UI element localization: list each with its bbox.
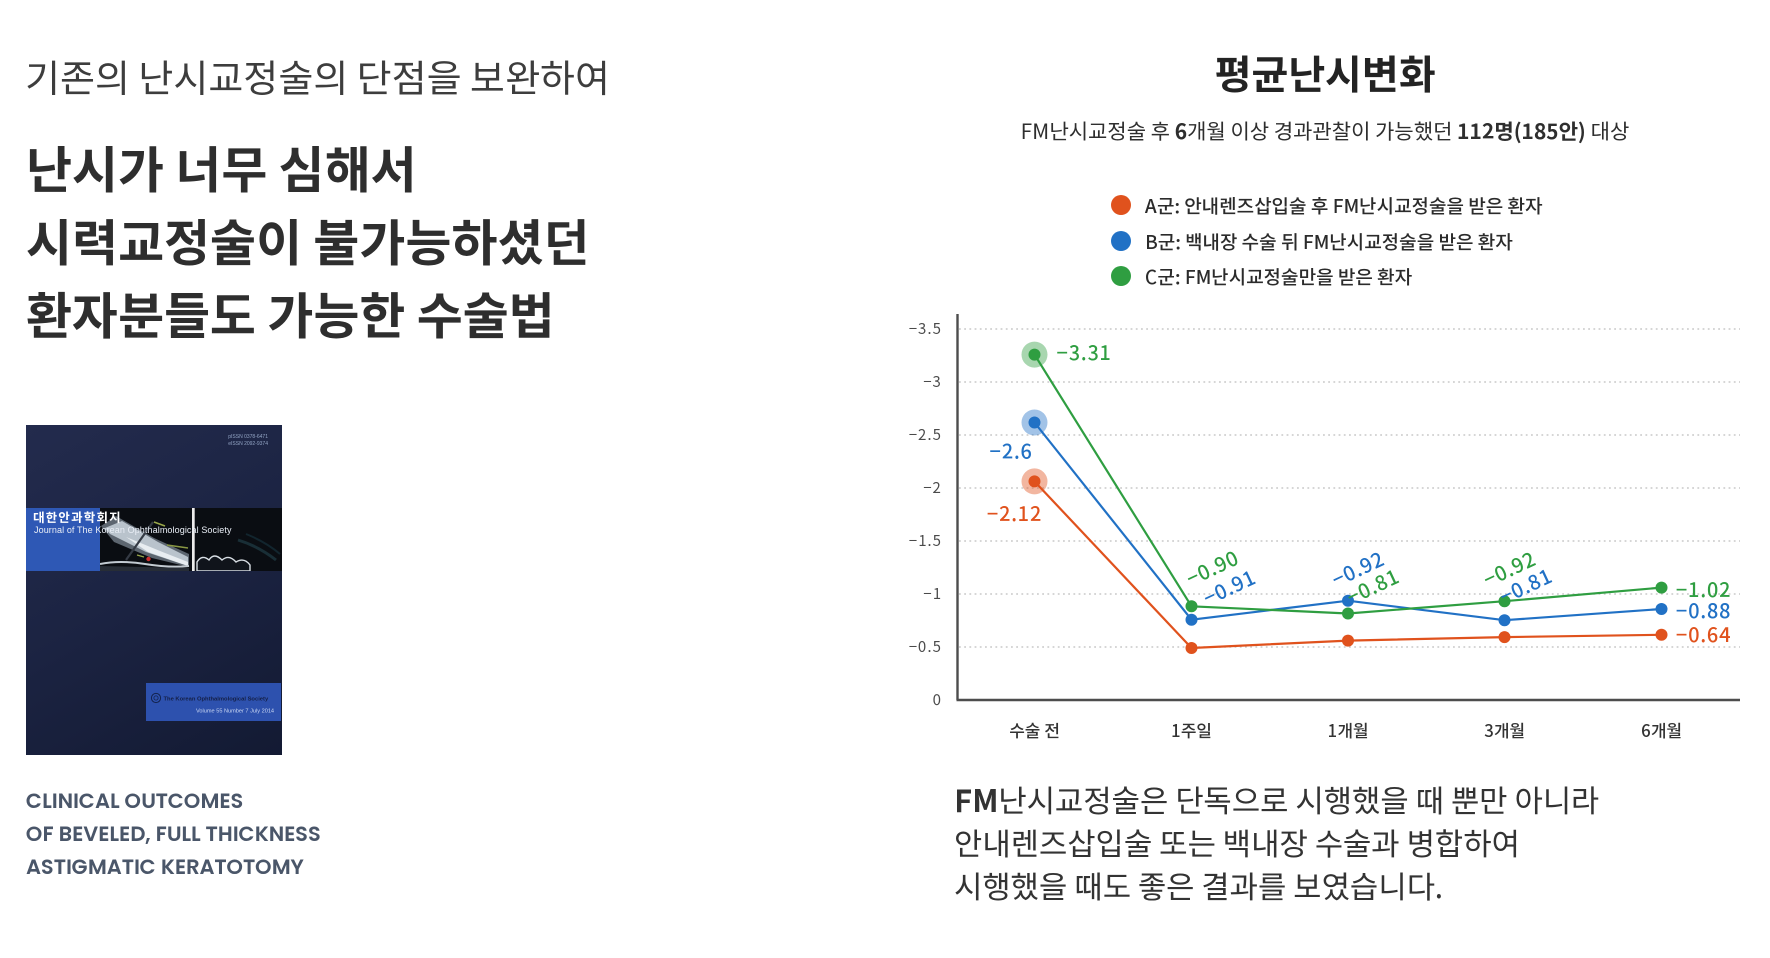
svg-text:−3.5: −3.5	[909, 318, 942, 339]
svg-text:pISSN 0378-6471: pISSN 0378-6471	[228, 434, 268, 440]
svg-text:−1.02: −1.02	[1676, 574, 1731, 603]
svg-text:3개월: 3개월	[1484, 717, 1525, 742]
svg-text:Volume 55 Number 7 July 2014: Volume 55 Number 7 July 2014	[196, 709, 274, 715]
svg-text:−0.5: −0.5	[909, 636, 942, 657]
svg-text:수술 전: 수술 전	[1009, 717, 1060, 742]
svg-text:−2.6: −2.6	[990, 435, 1033, 464]
svg-text:−3: −3	[923, 371, 942, 392]
svg-text:The Korean Ophthalmological So: The Korean Ophthalmological Society	[164, 697, 269, 703]
svg-text:−0.64: −0.64	[1676, 619, 1731, 648]
svg-text:6개월: 6개월	[1641, 717, 1682, 742]
svg-text:−1.5: −1.5	[909, 530, 942, 551]
svg-text:−2.5: −2.5	[909, 424, 942, 445]
svg-text:−1: −1	[923, 583, 942, 604]
svg-text:−3.31: −3.31	[1057, 337, 1112, 366]
svg-text:−2: −2	[923, 477, 942, 498]
svg-text:1개월: 1개월	[1328, 717, 1369, 742]
svg-text:1주일: 1주일	[1171, 717, 1212, 742]
svg-text:−2.12: −2.12	[987, 498, 1042, 527]
svg-text:eISSN 2092-9374: eISSN 2092-9374	[228, 441, 268, 447]
svg-text:−0.88: −0.88	[1676, 595, 1731, 624]
svg-text:0: 0	[933, 689, 942, 710]
